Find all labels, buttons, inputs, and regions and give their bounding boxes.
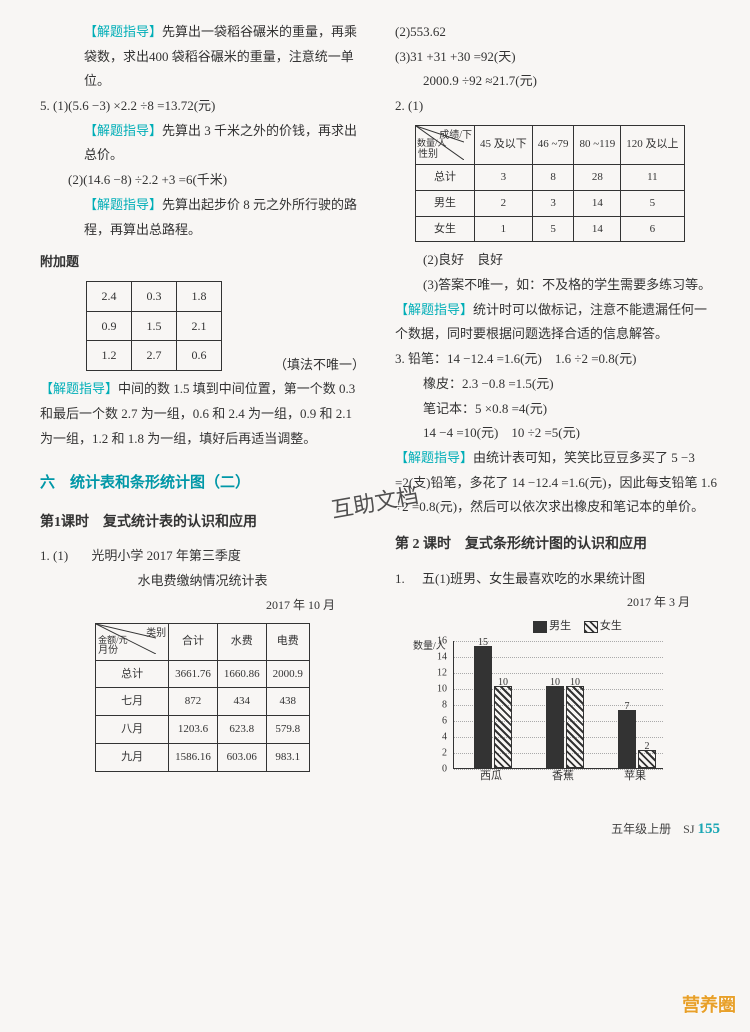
extra-label: 附加题: [40, 250, 365, 275]
table-row: 总计3661.761660.862000.9: [96, 660, 310, 688]
table-row: 七月872434438: [96, 688, 310, 716]
x-category-label: 西瓜: [480, 766, 502, 787]
r-p3b: 2000.9 ÷92 ≈21.7(元): [395, 69, 720, 94]
q3c: 笔记本：5 ×0.8 =4(元): [395, 397, 720, 422]
page-footer: 五年级上册 SJ 155: [0, 811, 750, 854]
x-category-label: 苹果: [624, 766, 646, 787]
hint-label: 【解题指导】: [84, 24, 162, 39]
r-p3a: (3)31 +31 +30 =92(天): [395, 45, 720, 70]
hint-label: 【解题指导】: [84, 123, 162, 138]
table-row: 九月1586.16603.06983.1: [96, 744, 310, 772]
chart-title: 五(1)班男、女生最喜欢吃的水果统计图: [422, 571, 645, 586]
hint-label-inline: 【解题指导】: [40, 381, 118, 396]
table-row: 八月1203.6623.8579.8: [96, 716, 310, 744]
legend-swatch-boy: [533, 621, 547, 633]
fee-table: 类别 金额/元 月份 合计水费电费 总计3661.761660.862000.9…: [95, 623, 310, 773]
q3b: 橡皮：2.3 −0.8 =1.5(元): [395, 372, 720, 397]
table-row: 男生23145: [416, 190, 685, 216]
hint-label: 【解题指导】: [395, 450, 473, 465]
score-diag-header: 成绩/下 数量/人 性别: [416, 125, 475, 164]
q2-wrap: 2. (1): [395, 94, 720, 119]
magic-square-wrap: 2.40.31.8 0.91.52.1 1.22.70.6 （填法不唯一）: [40, 275, 365, 377]
fee-title-2: 水电费缴纳情况统计表: [40, 569, 365, 594]
score-table: 成绩/下 数量/人 性别 45 及以下46 ~7980 ~119120 及以上 …: [415, 125, 685, 243]
q1-label: 1. (1): [40, 548, 68, 563]
bar-girl: 10: [494, 686, 512, 768]
table-row: 总计382811: [416, 164, 685, 190]
hint-block: 【解题指导】先算出一袋稻谷碾米的重量，再乘袋数，求出400 袋稻谷碾米的重量，注…: [40, 20, 365, 94]
chart-q-num: 1.: [395, 571, 405, 586]
bar-boy: 10: [546, 686, 564, 768]
r-p2: (2)553.62: [395, 20, 720, 45]
footer-text: 五年级上册 SJ: [611, 822, 694, 836]
q5-1: 5. (1)(5.6 −3) ×2.2 ÷8 =13.72(元): [40, 94, 365, 119]
legend-boy: 男生: [549, 620, 571, 632]
right-column: (2)553.62 (3)31 +31 +30 =92(天) 2000.9 ÷9…: [395, 20, 720, 791]
chart-q-row: 1. 五(1)班男、女生最喜欢吃的水果统计图: [395, 567, 720, 592]
fee-diag-header: 类别 金额/元 月份: [96, 623, 169, 660]
q5-2-hint: 【解题指导】先算出起步价 8 元之外所行驶的路程，再算出总路程。: [40, 193, 365, 242]
q2-label: 2. (1): [395, 98, 423, 113]
r-hint2: 【解题指导】统计时可以做标记，注意不能遗漏任何一个数据，同时要根据问题选择合适的…: [395, 298, 720, 347]
q3a: 3. 铅笔：14 −12.4 =1.6(元) 1.6 ÷2 =0.8(元): [395, 347, 720, 372]
fee-title-1: 光明小学 2017 年第三季度: [91, 548, 241, 563]
legend-swatch-girl: [584, 621, 598, 633]
hint-label: 【解题指导】: [84, 197, 162, 212]
lesson-1-title: 第1课时 复式统计表的认识和应用: [40, 510, 365, 537]
r-hint3: 【解题指导】由统计表可知，笑笑比豆豆多买了 5 −3 =2(支)铅笔，多花了 1…: [395, 446, 720, 520]
section-6-title: 六 统计表和条形统计图（二）: [40, 469, 365, 498]
chart-legend: 男生 女生: [425, 616, 720, 637]
grid-hint: 【解题指导】 【解题指导】中间的数 1.5 填到中间位置，第一个数 0.3和最后…: [40, 377, 365, 451]
r-p23: (3)答案不唯一，如：不及格的学生需要多练习等。: [395, 273, 720, 298]
hint-label: 【解题指导】: [395, 302, 473, 317]
bars-area: 1510101072: [453, 641, 663, 769]
x-category-label: 香蕉: [552, 766, 574, 787]
q3d: 14 −4 =10(元) 10 ÷2 =5(元): [395, 421, 720, 446]
bar-girl: 10: [566, 686, 584, 768]
left-column: 【解题指导】先算出一袋稻谷碾米的重量，再乘袋数，求出400 袋稻谷碾米的重量，注…: [40, 20, 365, 791]
bar-boy: 7: [618, 710, 636, 768]
watermark: 营养圈: [682, 988, 736, 1022]
q1-1: 1. (1) 光明小学 2017 年第三季度: [40, 544, 365, 569]
grid-note: （填法不唯一）: [274, 353, 365, 378]
q5-1-hint: 【解题指导】先算出 3 千米之外的价钱，再求出总价。: [40, 119, 365, 168]
bar-boy: 15: [474, 646, 492, 768]
lesson-2-title: 第 2 课时 复式条形统计图的认识和应用: [395, 532, 720, 559]
chart-date: 2017 年 3 月: [395, 591, 690, 614]
legend-girl: 女生: [600, 620, 622, 632]
fee-date: 2017 年 10 月: [40, 594, 335, 617]
magic-square: 2.40.31.8 0.91.52.1 1.22.70.6: [86, 281, 222, 371]
page-number: 155: [698, 821, 721, 837]
bar-chart: 数量/人 1510101072 0246810121416西瓜香蕉苹果: [413, 641, 673, 791]
table-row: 女生15146: [416, 216, 685, 242]
y-tick-label: 16: [413, 631, 447, 650]
r-p22: (2)良好 良好: [395, 248, 720, 273]
q5-2: (2)(14.6 −8) ÷2.2 +3 =6(千米): [40, 168, 365, 193]
